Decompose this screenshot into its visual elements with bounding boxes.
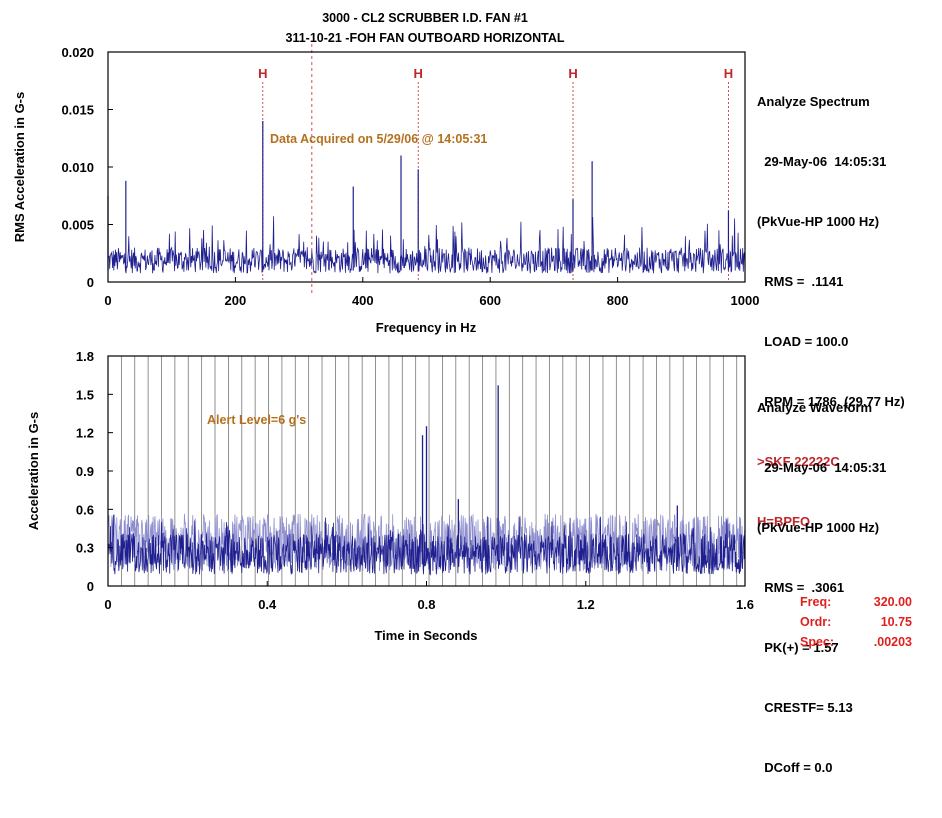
spectrum-chart: H H H H 0 200 400 600 800 1000 0 0.005 0.010 0.015 0.… [12,44,759,335]
waveform-x-tick-label: 0.8 [417,597,435,612]
waveform-y-tick-label: 1.2 [76,426,94,441]
waveform-y-tick-label: 0.6 [76,502,94,517]
spectrum-x-tick-label: 600 [479,293,501,308]
spectrum-info-line: (PkVue-HP 1000 Hz) [757,214,880,229]
spectrum-x-axis-label: Frequency in Hz [376,320,477,335]
waveform-info-line: CRESTF= 5.13 [757,700,853,715]
spectrum-info-line: LOAD = 100.0 [757,334,849,349]
bearing-note: >SKF 22222C [757,454,840,469]
spectrum-trace [107,216,746,274]
harmonic-marker-label: H [568,66,577,81]
waveform-annotation: Alert Level=6 g's [207,413,306,427]
waveform-y-tick-label: 0.3 [76,541,94,556]
spectrum-annotation: Data Acquired on 5/29/06 @ 14:05:31 [270,132,487,146]
waveform-info-line: RMS = .3061 [757,580,845,595]
waveform-x-axis-label: Time in Seconds [374,628,477,643]
spectrum-info-panel: Analyze Spectrum 29-May-06 14:05:31 (PkV… [757,52,905,572]
harmonic-marker-label: H [724,66,733,81]
waveform-info-line: 29-May-06 14:05:31 [757,460,887,475]
readout-label: Spec: [800,635,835,649]
waveform-y-axis-label: Acceleration in G-s [26,412,41,530]
readout-freq-row: Freq: 320.00 [800,592,912,612]
spectrum-info-line: Analyze Spectrum [757,94,870,109]
title-line-2: 311-10-21 -FOH FAN OUTBOARD HORIZONTAL [286,31,565,45]
readout-value: .00203 [873,635,912,649]
title-line-1: 3000 - CL2 SCRUBBER I.D. FAN #1 [322,11,528,25]
spectrum-y-tick-label: 0.005 [61,218,94,233]
spectrum-x-tick-label: 200 [225,293,247,308]
harmonic-legend-note: H=BPFO [757,514,811,529]
spectrum-y-tick-label: 0.010 [61,160,94,175]
spectrum-y-tick-label: 0 [87,275,94,290]
harmonic-marker-label: H [258,66,267,81]
spectrum-y-tick-label: 0.020 [61,45,94,60]
spectrum-info-line: RMS = .1141 [757,274,844,289]
waveform-x-tick-label: 0 [104,597,111,612]
waveform-y-tick-label: 0.9 [76,464,94,479]
spectrum-y-tick-label: 0.015 [61,103,94,118]
waveform-chart: 0 0.4 0.8 1.2 1.6 0 0.3 0.6 0.9 1.2 1.5 1.8 Alert L… [26,349,754,643]
waveform-y-tick-label: 1.8 [76,349,94,364]
spectrum-info-line: RPM = 1786. (29.77 Hz) [757,394,905,409]
readout-spec-row: Spec: .00203 [800,632,912,652]
readout-value: 320.00 [873,595,912,609]
waveform-trace [107,514,746,576]
waveform-info-line: (PkVue-HP 1000 Hz) [757,520,880,535]
spectrum-info-line: 29-May-06 14:05:31 [757,154,887,169]
waveform-x-tick-label: 1.6 [736,597,754,612]
waveform-info-line: DCoff = 0.0 [757,760,833,775]
spectrum-x-tick-label: 1000 [731,293,760,308]
readout-label: Ordr: [800,615,832,629]
spectrum-x-tick-label: 400 [352,293,374,308]
readout-order-row: Ordr: 10.75 [800,612,912,632]
waveform-x-tick-label: 0.4 [258,597,277,612]
waveform-info-panel: Analyze Waveform 29-May-06 14:05:31 (PkV… [757,358,886,818]
spectrum-y-axis-label: RMS Acceleration in G-s [12,92,27,243]
vibration-analysis-screen: 3000 - CL2 SCRUBBER I.D. FAN #1 311-10-2… [12,11,912,775]
waveform-y-tick-label: 1.5 [76,387,94,402]
readout-label: Freq: [800,595,832,609]
waveform-y-tick-label: 0 [87,579,94,594]
waveform-info-line: Analyze Waveform [757,400,873,415]
charts-canvas: 3000 - CL2 SCRUBBER I.D. FAN #1 311-10-2… [12,11,759,643]
harmonic-marker-label: H [414,66,423,81]
readout-value: 10.75 [880,615,912,629]
spectrum-x-tick-label: 0 [104,293,111,308]
waveform-x-tick-label: 1.2 [577,597,595,612]
cursor-readout: Freq: 320.00 Ordr: 10.75 Spec: .00203 [800,592,912,652]
spectrum-x-tick-label: 800 [607,293,629,308]
